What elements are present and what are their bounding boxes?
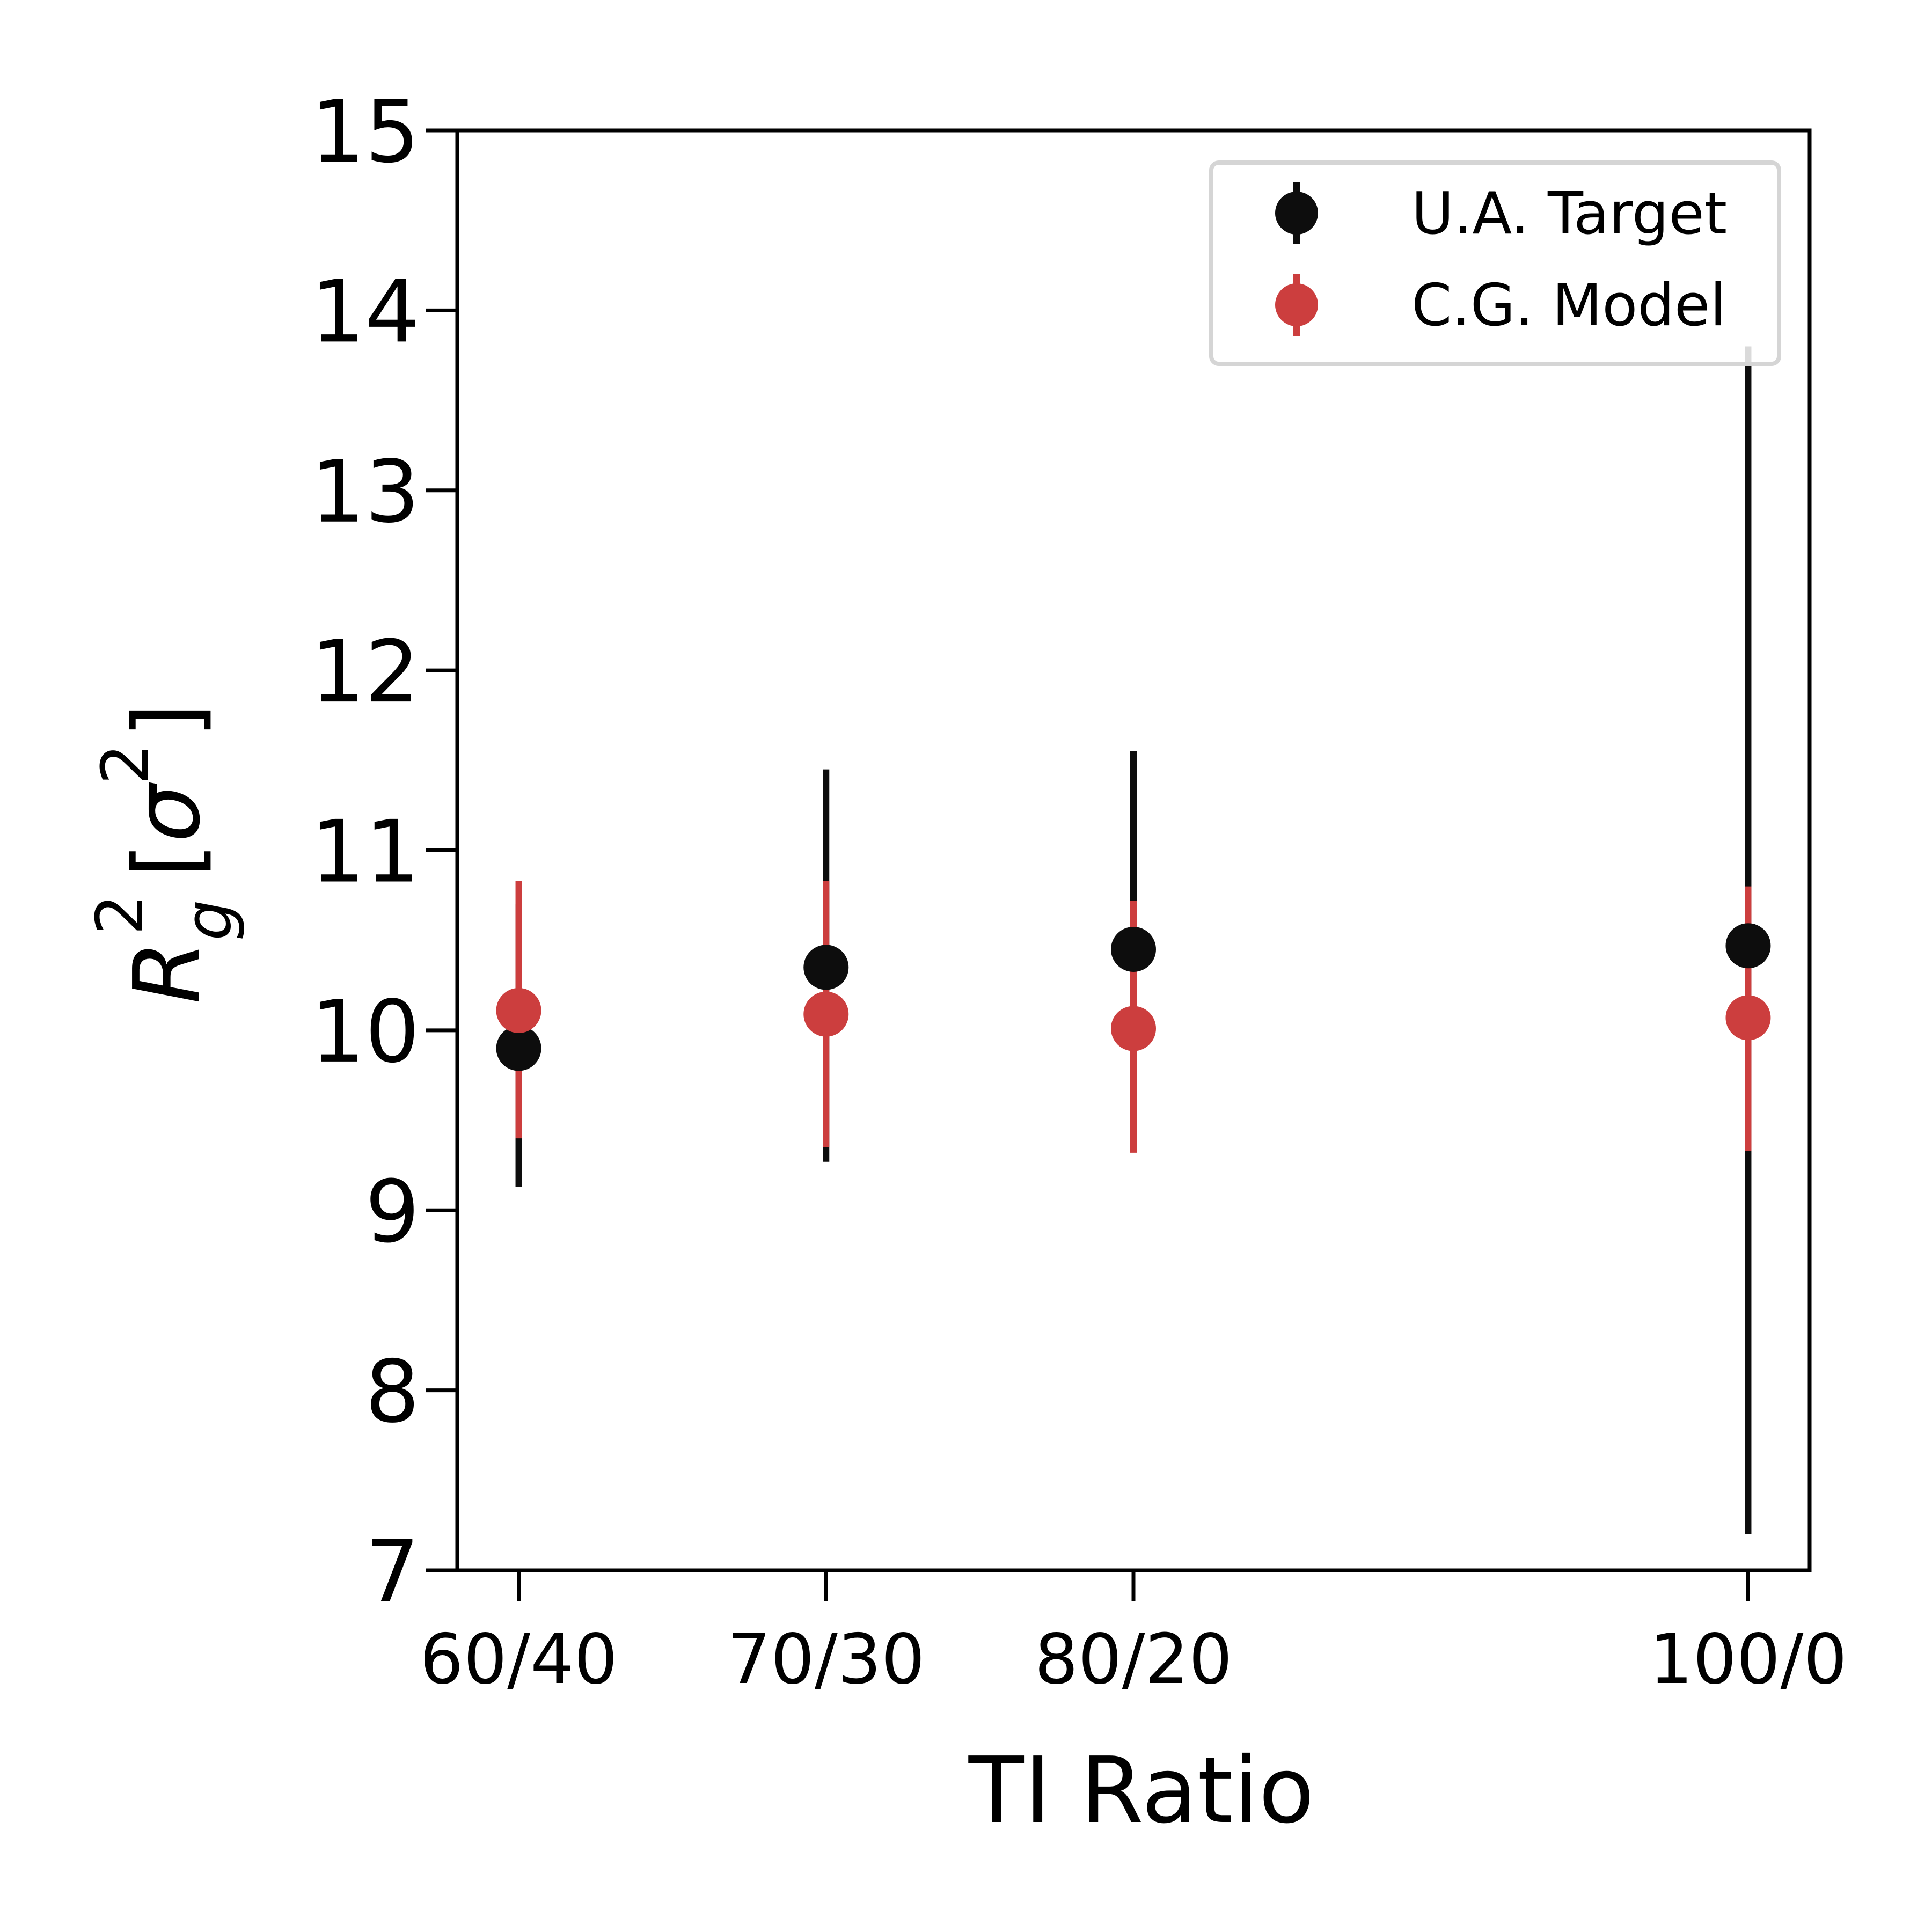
y-label-unit-sup: 2: [89, 744, 163, 785]
y-tick-label: 10: [310, 982, 420, 1082]
y-label-unit-open: [: [114, 843, 221, 878]
legend-item-c-g-model: C.G. Model: [1275, 272, 1726, 339]
y-label-unit-close: ]: [114, 702, 221, 738]
x-tick-label: 80/20: [1035, 1620, 1233, 1700]
data-points: [496, 923, 1771, 1071]
y-tick-label: 13: [310, 442, 420, 542]
y-tick-label: 8: [365, 1342, 420, 1442]
u-a-target-point: [496, 1026, 541, 1071]
y-tick-label: 15: [310, 82, 420, 182]
legend-label: U.A. Target: [1411, 180, 1727, 247]
legend-item-u-a-target: U.A. Target: [1275, 180, 1727, 247]
u-a-target-point: [1725, 923, 1771, 969]
x-axis-label: TI Ratio: [968, 1738, 1314, 1844]
y-tick-label: 12: [310, 621, 420, 722]
y-label-base: R: [114, 941, 221, 1004]
legend-marker: [1275, 192, 1318, 235]
y-label-unit-symbol: σ: [114, 782, 221, 843]
legend-label: C.G. Model: [1411, 272, 1726, 339]
legend: U.A. Target C.G. Model: [1209, 160, 1781, 366]
x-tick-label: 100/0: [1649, 1620, 1847, 1700]
y-tick-label: 7: [365, 1521, 420, 1622]
y-tick-label: 14: [310, 261, 420, 362]
u-a-target-point: [803, 945, 849, 990]
y-axis: 7 8 9 10 11 12 13 14 15: [310, 82, 457, 1622]
y-tick-label: 11: [310, 802, 420, 902]
legend-frame: [1209, 160, 1781, 366]
x-tick-label: 70/30: [727, 1620, 925, 1700]
y-axis-label: Rg2[σ2]: [83, 702, 246, 1004]
c-g-model-point: [1111, 1006, 1156, 1051]
y-label-sup: 2: [83, 894, 158, 935]
c-g-model-point: [1725, 995, 1771, 1041]
x-tick-label: 60/40: [420, 1620, 618, 1700]
u-a-target-point: [1111, 926, 1156, 972]
legend-marker: [1275, 283, 1318, 326]
c-g-model-point: [496, 987, 541, 1033]
y-label-sub: g: [172, 899, 246, 940]
y-tick-label: 9: [365, 1161, 420, 1262]
c-g-model-point: [803, 991, 849, 1037]
x-axis: 60/40 70/30 80/20 100/0: [420, 1570, 1847, 1700]
